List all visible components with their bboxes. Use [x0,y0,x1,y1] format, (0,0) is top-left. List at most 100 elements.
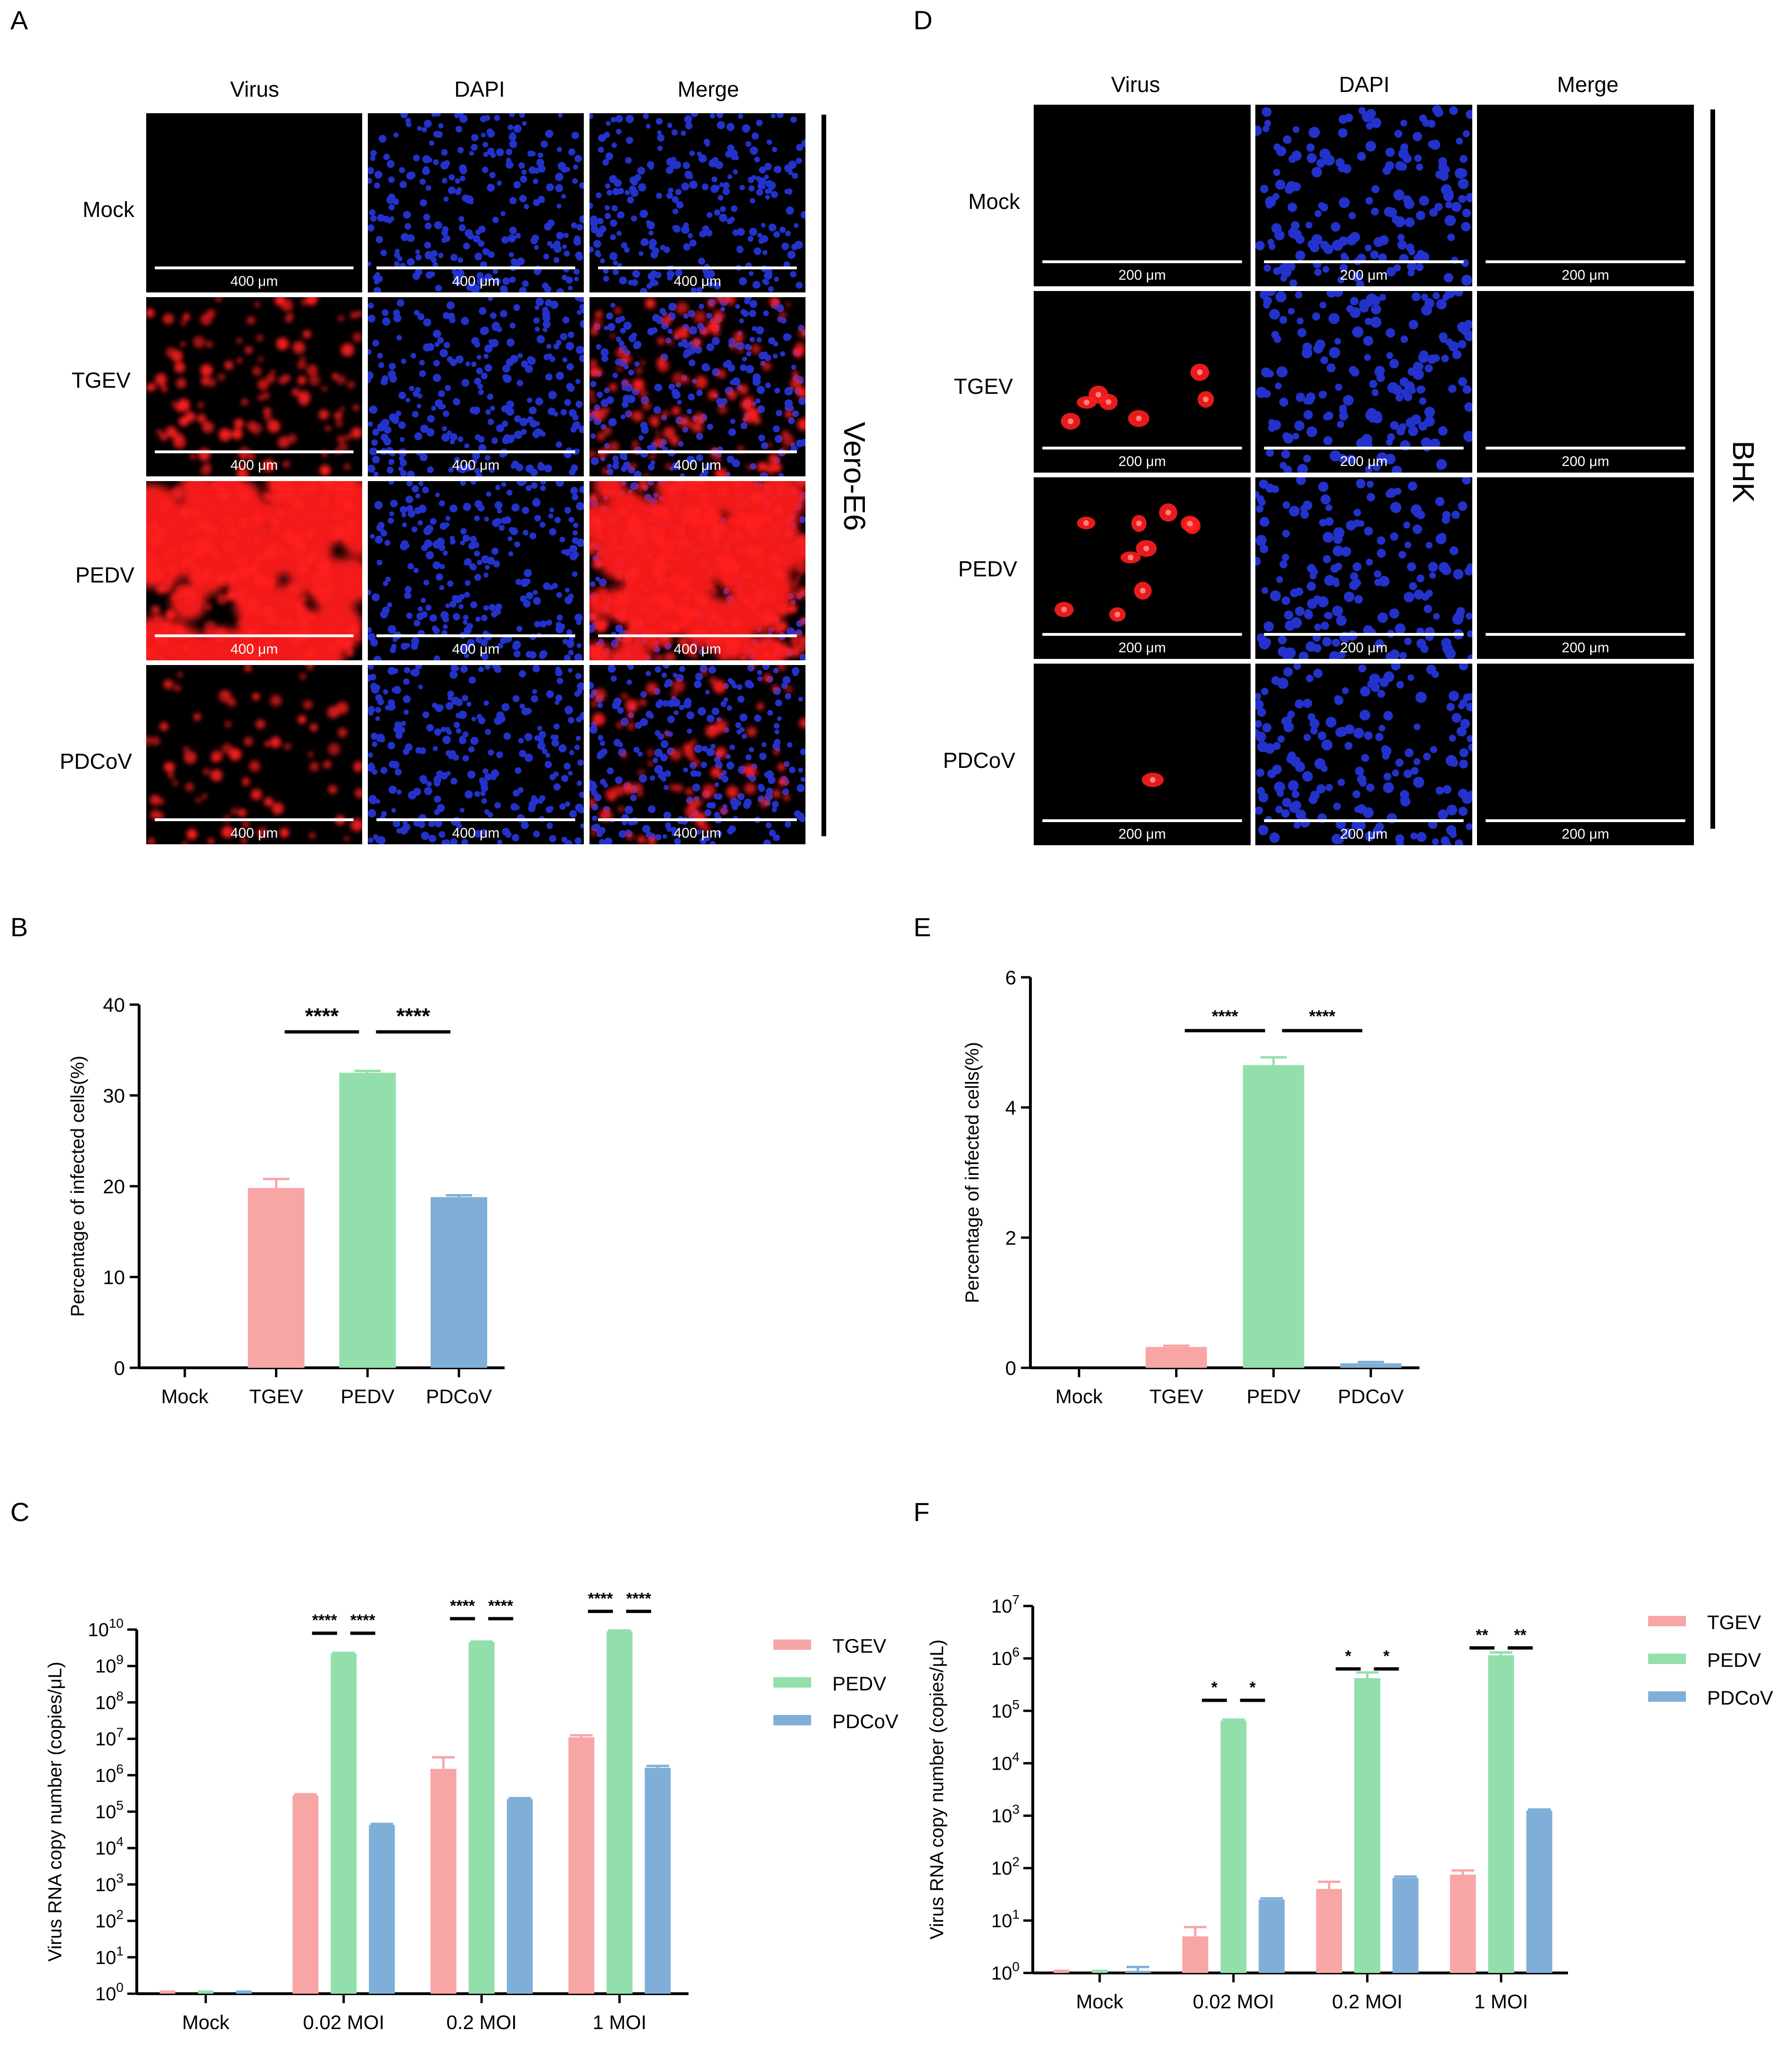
nucleus [494,518,502,525]
nucleus [773,723,780,729]
nucleus [370,534,375,539]
virus-spot [721,526,726,532]
nucleus [456,355,464,364]
nucleus [705,272,713,280]
virus-spot [596,533,603,541]
nucleus [542,748,548,754]
nucleus [481,166,489,173]
nucleus [687,728,692,734]
virus-spot [755,591,766,602]
nucleus [722,770,727,775]
tile-content [368,297,584,476]
nucleus [438,390,445,398]
nucleus [388,370,396,378]
nucleus [1327,291,1336,298]
nucleus [456,823,462,829]
nucleus [715,761,723,769]
nucleus [462,695,468,701]
virus-spot [714,719,728,732]
virus-spot [206,341,213,348]
virus-spot [180,320,187,326]
nucleus [422,486,429,494]
nucleus [451,595,458,601]
nucleus [424,787,432,795]
nucleus [372,429,380,436]
nucleus [456,728,461,734]
nucleus [448,186,456,194]
nucleus [620,327,626,334]
virus-spot [357,311,362,317]
nucleus [639,718,648,726]
virus-spot [761,655,769,660]
virus-spot [150,605,161,615]
nucleus [667,716,675,724]
nucleus [394,721,401,729]
virus-spot [195,797,202,803]
virus-spot [147,645,157,655]
nucleus [407,510,415,518]
nucleus [762,250,768,255]
nucleus [626,679,632,685]
nucleus [474,377,481,385]
nucleus [1428,562,1438,572]
nucleus [437,337,444,344]
nucleus [411,642,418,650]
virus-spot [617,366,622,372]
nucleus [477,473,482,476]
tile-content [146,297,362,476]
nucleus [615,336,622,342]
virus-spot [338,315,344,322]
virus-spot [790,377,802,390]
bar-pedv [1354,1678,1380,1973]
virus-spot [244,665,252,672]
nucleus [1333,534,1343,544]
nucleus [757,670,763,675]
virus-spot [709,677,717,685]
nucleus [1398,550,1406,559]
nucleus [427,415,435,423]
nucleus [468,199,473,204]
nucleus [564,763,571,770]
virus-spot [608,793,616,801]
nucleus [474,434,481,441]
nucleus [777,716,782,721]
virus-spot [267,419,281,433]
nucleus [464,443,470,449]
nucleus [435,492,440,498]
nucleus [589,219,598,227]
nucleus [515,579,522,585]
virus-spot [146,383,154,391]
virus-spot [247,565,259,576]
nucleus [1434,108,1444,117]
micrograph-tile: 200 μm [1255,291,1472,473]
virus-spot [640,525,646,531]
virus-spot [279,548,285,555]
nucleus [1441,638,1452,649]
nucleus [1396,426,1405,436]
virus-spot [642,401,651,410]
nucleus [598,578,607,587]
virus-spot [297,360,306,369]
nucleus [1392,465,1402,473]
tile-content [589,481,805,660]
nucleus [405,743,413,751]
nucleus [1432,838,1439,845]
nucleus [580,823,584,829]
nucleus [428,834,437,843]
nucleus [757,233,763,238]
nucleus [437,804,445,812]
virus-spot [149,536,160,548]
virus-spot [676,481,686,488]
y-tick-label: 20 [103,1175,125,1198]
virus-spot [699,644,705,650]
nucleus [711,707,720,716]
scale-bar-label: 200 μm [1562,267,1609,283]
nucleus [1412,132,1422,141]
nucleus [470,564,477,571]
nucleus [752,281,761,289]
nucleus [1403,521,1410,529]
virus-spot [615,348,626,358]
nucleus [368,349,372,355]
nucleus [484,665,491,670]
bar-pedv [468,1642,495,1994]
